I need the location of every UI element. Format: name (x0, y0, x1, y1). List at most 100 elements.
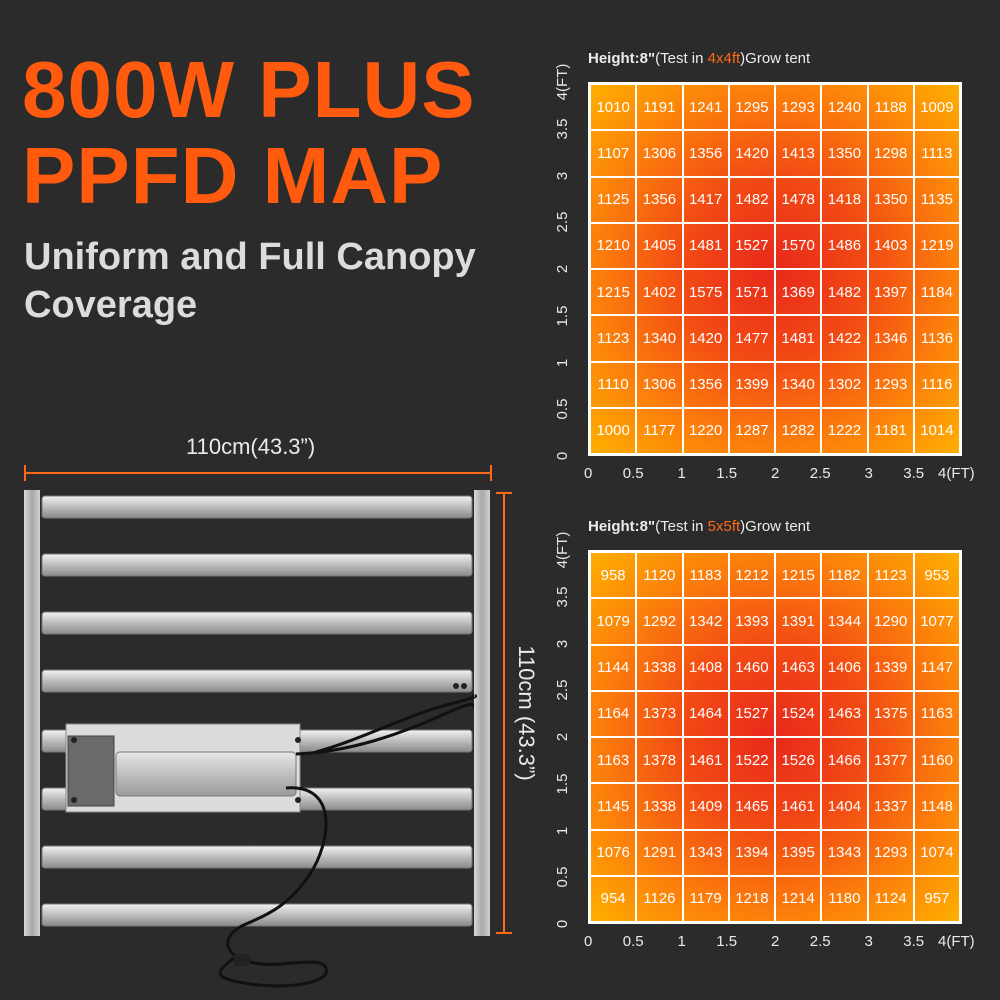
ppfd-cell: 1014 (913, 407, 960, 454)
ppfd-cell: 1399 (728, 361, 775, 408)
ppfd-cell: 1179 (682, 875, 729, 922)
ppfd-cell: 1113 (913, 130, 960, 177)
x-tick-label: 2.5 (809, 933, 831, 950)
ppfd-cell: 1413 (775, 130, 822, 177)
ppfd-cell: 1214 (775, 875, 822, 922)
ppfd-cell: 1465 (728, 783, 775, 830)
ppfd-cell: 1464 (682, 690, 729, 737)
ppfd-cell: 1338 (636, 644, 683, 691)
height-dimension-label: 110cm (43.3”) (514, 645, 539, 781)
ppfd-cell: 1212 (728, 552, 775, 599)
y-tick-label: 1.5 (554, 773, 571, 795)
x-tick-label: 1 (677, 933, 686, 950)
ppfd-cell: 1478 (775, 176, 822, 223)
y-tick-label: 0 (554, 919, 571, 929)
y-tick-label: 0 (554, 451, 571, 461)
ppfd-cell: 1124 (867, 875, 914, 922)
ppfd-cell: 1571 (728, 269, 775, 316)
x-axis-unit: 4(FT) (938, 933, 975, 950)
ppfd-cell: 1222 (821, 407, 868, 454)
x-tick-label: 3 (864, 933, 873, 950)
ppfd-cell: 1526 (775, 737, 822, 784)
ppfd-cell: 1009 (913, 84, 960, 131)
y-tick-label: 0.5 (554, 398, 571, 420)
ppfd-cell: 1163 (590, 737, 637, 784)
ppfd-cell: 1148 (913, 783, 960, 830)
ppfd-cell: 1110 (590, 361, 637, 408)
ppfd-cell: 1164 (590, 690, 637, 737)
ppfd-cell: 1481 (775, 315, 822, 362)
ppfd-grid-5x5: 958 1120 1183 1212 1215 1182 1123 953 1079 1292 13… (588, 550, 962, 924)
y-tick-label: 0.5 (554, 866, 571, 888)
ppfd-cell: 954 (590, 875, 637, 922)
ppfd-cell: 1160 (913, 737, 960, 784)
ppfd-cell: 1356 (682, 361, 729, 408)
y-tick-label: 1 (554, 358, 571, 367)
ppfd-cell: 1394 (728, 829, 775, 876)
ppfd-cell: 1460 (728, 644, 775, 691)
ppfd-cell: 1076 (590, 829, 637, 876)
ppfd-cell: 1177 (636, 407, 683, 454)
ppfd-cell: 1298 (867, 130, 914, 177)
ppfd-cell: 1393 (728, 598, 775, 645)
ppfd-cell: 1123 (867, 552, 914, 599)
ppfd-cell: 1215 (775, 552, 822, 599)
x-tick-label: 2.5 (809, 465, 831, 482)
x-tick-label: 1 (677, 465, 686, 482)
ppfd-cell: 1378 (636, 737, 683, 784)
ppfd-cell: 1422 (821, 315, 868, 362)
ppfd-cell: 1405 (636, 222, 683, 269)
ppfd-cell: 1402 (636, 269, 683, 316)
ppfd-cell: 1282 (775, 407, 822, 454)
y-tick-label: 3.5 (554, 586, 571, 608)
ppfd-cell: 1147 (913, 644, 960, 691)
y-tick-label: 1 (554, 826, 571, 835)
ppfd-cell: 1356 (636, 176, 683, 223)
ppfd-cell: 1575 (682, 269, 729, 316)
ppfd-cell: 1215 (590, 269, 637, 316)
ppfd-cell: 1404 (821, 783, 868, 830)
ppfd-cell: 958 (590, 552, 637, 599)
ppfd-cell: 1461 (775, 783, 822, 830)
ppfd-cell: 1524 (775, 690, 822, 737)
ppfd-cell: 1522 (728, 737, 775, 784)
ppfd-cell: 1184 (913, 269, 960, 316)
y-tick-label: 3 (554, 639, 571, 648)
ppfd-cell: 1126 (636, 875, 683, 922)
ppfd-cell: 1346 (867, 315, 914, 362)
y-tick-label: 2.5 (554, 679, 571, 701)
ppfd-cell: 1191 (636, 84, 683, 131)
ppfd-cell: 1295 (728, 84, 775, 131)
ppfd-cell: 1338 (636, 783, 683, 830)
ppfd-cell: 1120 (636, 552, 683, 599)
ppfd-cell: 1570 (775, 222, 822, 269)
ppfd-cell: 957 (913, 875, 960, 922)
ppfd-cell: 1183 (682, 552, 729, 599)
x-tick-label: 3 (864, 465, 873, 482)
subtitle-line-2: Coverage (24, 284, 198, 326)
ppfd-cell: 1369 (775, 269, 822, 316)
x-tick-label: 2 (771, 933, 780, 950)
ppfd-cell: 1293 (867, 361, 914, 408)
ppfd-cell: 1210 (590, 222, 637, 269)
map-5x5-heading: Height:8"(Test in 5x5ft)Grow tent (588, 518, 811, 535)
x-tick-label: 3.5 (903, 933, 925, 950)
ppfd-cell: 1144 (590, 644, 637, 691)
ppfd-cell: 1135 (913, 176, 960, 223)
ppfd-cell: 1463 (821, 690, 868, 737)
y-tick-label: 3.5 (554, 118, 571, 140)
ppfd-cell: 1408 (682, 644, 729, 691)
ppfd-cell: 1342 (682, 598, 729, 645)
ppfd-cell: 1290 (867, 598, 914, 645)
ppfd-cell: 1477 (728, 315, 775, 362)
subtitle-line-1: Uniform and Full Canopy (24, 236, 476, 278)
ppfd-cell: 1377 (867, 737, 914, 784)
ppfd-cell: 1350 (867, 176, 914, 223)
ppfd-cell: 1344 (821, 598, 868, 645)
ppfd-cell: 1395 (775, 829, 822, 876)
ppfd-cell: 1241 (682, 84, 729, 131)
ppfd-cell: 1337 (867, 783, 914, 830)
map-4x4-heading: Height:8"(Test in 4x4ft)Grow tent (588, 50, 811, 67)
x-tick-label: 3.5 (903, 465, 925, 482)
x-tick-label: 0 (584, 465, 593, 482)
